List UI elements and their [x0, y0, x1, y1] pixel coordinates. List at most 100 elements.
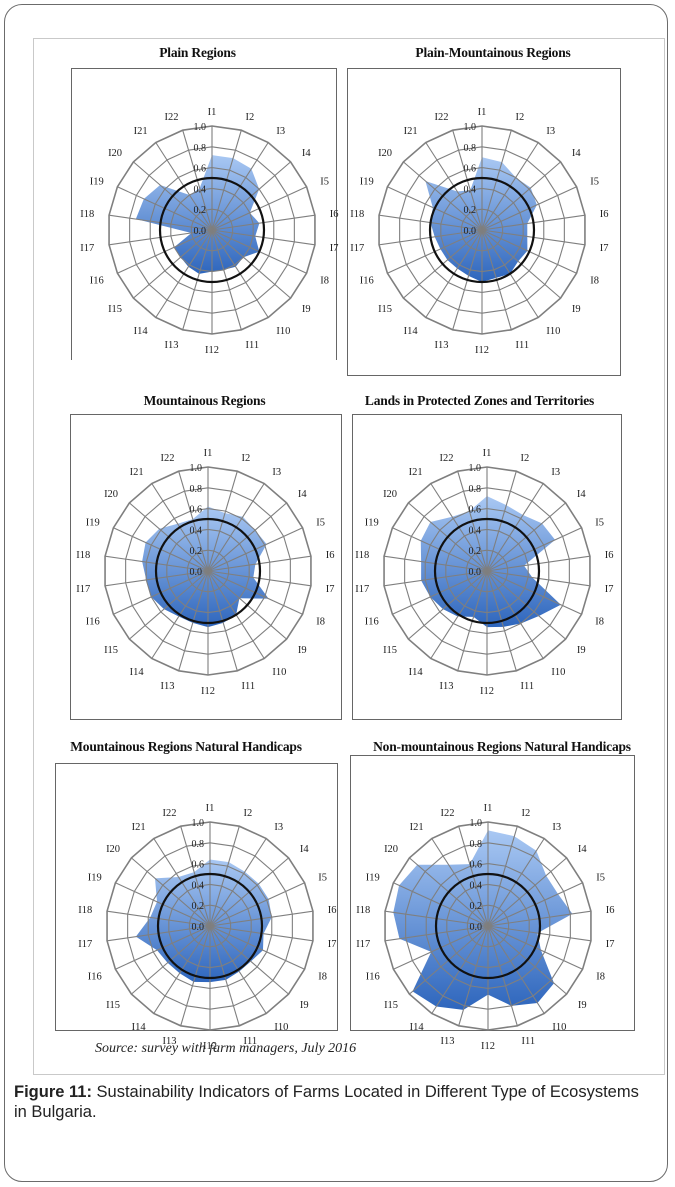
category-label: I5: [590, 177, 599, 188]
radial-tick-label: 0.2: [469, 546, 482, 557]
radial-tick-label: 0.4: [192, 880, 205, 891]
category-label: I3: [272, 467, 281, 478]
category-label: I8: [595, 616, 604, 627]
category-label: I10: [551, 667, 565, 678]
category-label: I7: [328, 939, 337, 950]
category-label: I21: [409, 467, 423, 478]
category-label: I3: [276, 126, 285, 137]
category-label: I13: [440, 1036, 454, 1047]
radial-tick-label: 0.6: [192, 860, 205, 871]
category-label: I6: [326, 550, 335, 561]
radial-tick-label: 0.2: [464, 205, 477, 216]
series-area: [420, 496, 561, 628]
category-label: I3: [551, 467, 560, 478]
radial-tick-label: 0.6: [190, 505, 203, 516]
category-label: I16: [88, 971, 102, 982]
category-label: I6: [606, 905, 615, 916]
category-label: I20: [378, 148, 392, 159]
radial-tick-label: 0.2: [194, 205, 207, 216]
category-label: I20: [384, 844, 398, 855]
radial-tick-label: 0.8: [469, 484, 482, 495]
category-label: I7: [606, 939, 615, 950]
category-label: I11: [516, 340, 530, 351]
category-label: I13: [162, 1036, 176, 1047]
radial-tick-label: 0.2: [192, 901, 205, 912]
category-label: I15: [108, 304, 122, 315]
chart-title: Mountainous Regions: [143, 393, 266, 408]
radial-tick-label: 0.0: [469, 567, 482, 578]
category-label: I16: [90, 275, 104, 286]
category-label: I4: [572, 148, 581, 159]
radial-tick-label: 0.4: [469, 525, 482, 536]
category-label: I1: [483, 448, 492, 459]
radial-tick-label: 0.0: [194, 226, 207, 237]
category-label: I16: [365, 616, 379, 627]
category-label: I18: [350, 209, 364, 220]
radar-chart-plain-mountainous: 0.0 0.2 0.4 0.6 0.8 1.0I1 I2 I3 I4 I5 I6 I7 I8 I9 I10 I…: [350, 107, 609, 356]
radial-tick-label: 0.0: [470, 922, 483, 933]
category-label: I6: [600, 209, 609, 220]
category-label: I12: [480, 686, 494, 697]
category-label: I8: [596, 971, 605, 982]
category-label: I14: [134, 326, 149, 337]
series-area: [393, 830, 573, 1010]
reference-circle: [428, 176, 536, 284]
category-label: I9: [577, 645, 586, 656]
category-label: I11: [246, 340, 260, 351]
category-label: I11: [522, 1036, 536, 1047]
chart-title: Plain Regions: [159, 45, 236, 60]
category-label: I15: [384, 1000, 398, 1011]
category-label: I19: [360, 177, 374, 188]
category-label: I4: [302, 148, 311, 159]
category-label: I5: [316, 518, 325, 529]
category-label: I13: [439, 681, 453, 692]
category-label: I6: [330, 209, 339, 220]
category-label: I7: [330, 243, 339, 254]
category-label: I18: [355, 550, 369, 561]
category-label: I22: [439, 453, 453, 464]
category-label: I1: [206, 803, 215, 814]
radial-tick-label: 1.0: [190, 463, 203, 474]
category-label: I20: [106, 844, 120, 855]
category-label: I21: [404, 126, 418, 137]
category-label: I18: [78, 905, 92, 916]
category-label: I19: [88, 873, 102, 884]
category-label: I4: [578, 844, 587, 855]
radial-tick-label: 0.2: [470, 901, 483, 912]
radar-chart-mountain-handicaps: 0.0 0.2 0.4 0.6 0.8 1.0I1 I2 I3 I4 I5 I6 I7 I8 I9 I10 I…: [78, 803, 337, 1052]
category-label: I2: [242, 453, 251, 464]
radial-tick-label: 1.0: [192, 818, 205, 829]
caption-text: Sustainability Indicators of Farms Locat…: [14, 1083, 639, 1121]
category-label: I8: [320, 275, 329, 286]
category-label: I17: [355, 584, 369, 595]
reference-circle: [434, 872, 542, 980]
radar-chart-mountainous: 0.0 0.2 0.4 0.6 0.8 1.0I1 I2 I3 I4 I5 I6 I7 I8 I9 I10 I…: [76, 448, 335, 697]
category-label: I2: [246, 112, 255, 123]
category-label: I13: [434, 340, 448, 351]
chart-title: Plain-Mountainous Regions: [415, 45, 571, 60]
radial-tick-label: 0.4: [194, 184, 207, 195]
radial-tick-label: 1.0: [194, 122, 207, 133]
category-label: I8: [318, 971, 327, 982]
category-label: I9: [300, 1000, 309, 1011]
category-label: I3: [552, 822, 561, 833]
radial-tick-label: 0.8: [190, 484, 203, 495]
category-label: I6: [328, 905, 337, 916]
category-label: I9: [298, 645, 307, 656]
category-label: I21: [132, 822, 146, 833]
radial-tick-label: 0.8: [194, 143, 207, 154]
radial-tick-label: 0.6: [469, 505, 482, 516]
category-label: I5: [596, 873, 605, 884]
category-label: I17: [76, 584, 90, 595]
radial-tick-label: 0.2: [190, 546, 203, 557]
category-label: I15: [106, 1000, 120, 1011]
category-label: I1: [204, 448, 213, 459]
category-label: I7: [605, 584, 614, 595]
category-label: I2: [521, 453, 530, 464]
source-note: Source: survey with farm managers, July …: [95, 1041, 357, 1056]
category-label: I10: [274, 1022, 288, 1033]
category-label: I16: [360, 275, 374, 286]
figure-caption: Figure 11: Sustainability Indicators of …: [14, 1082, 654, 1122]
category-label: I15: [104, 645, 118, 656]
category-label: I21: [130, 467, 144, 478]
